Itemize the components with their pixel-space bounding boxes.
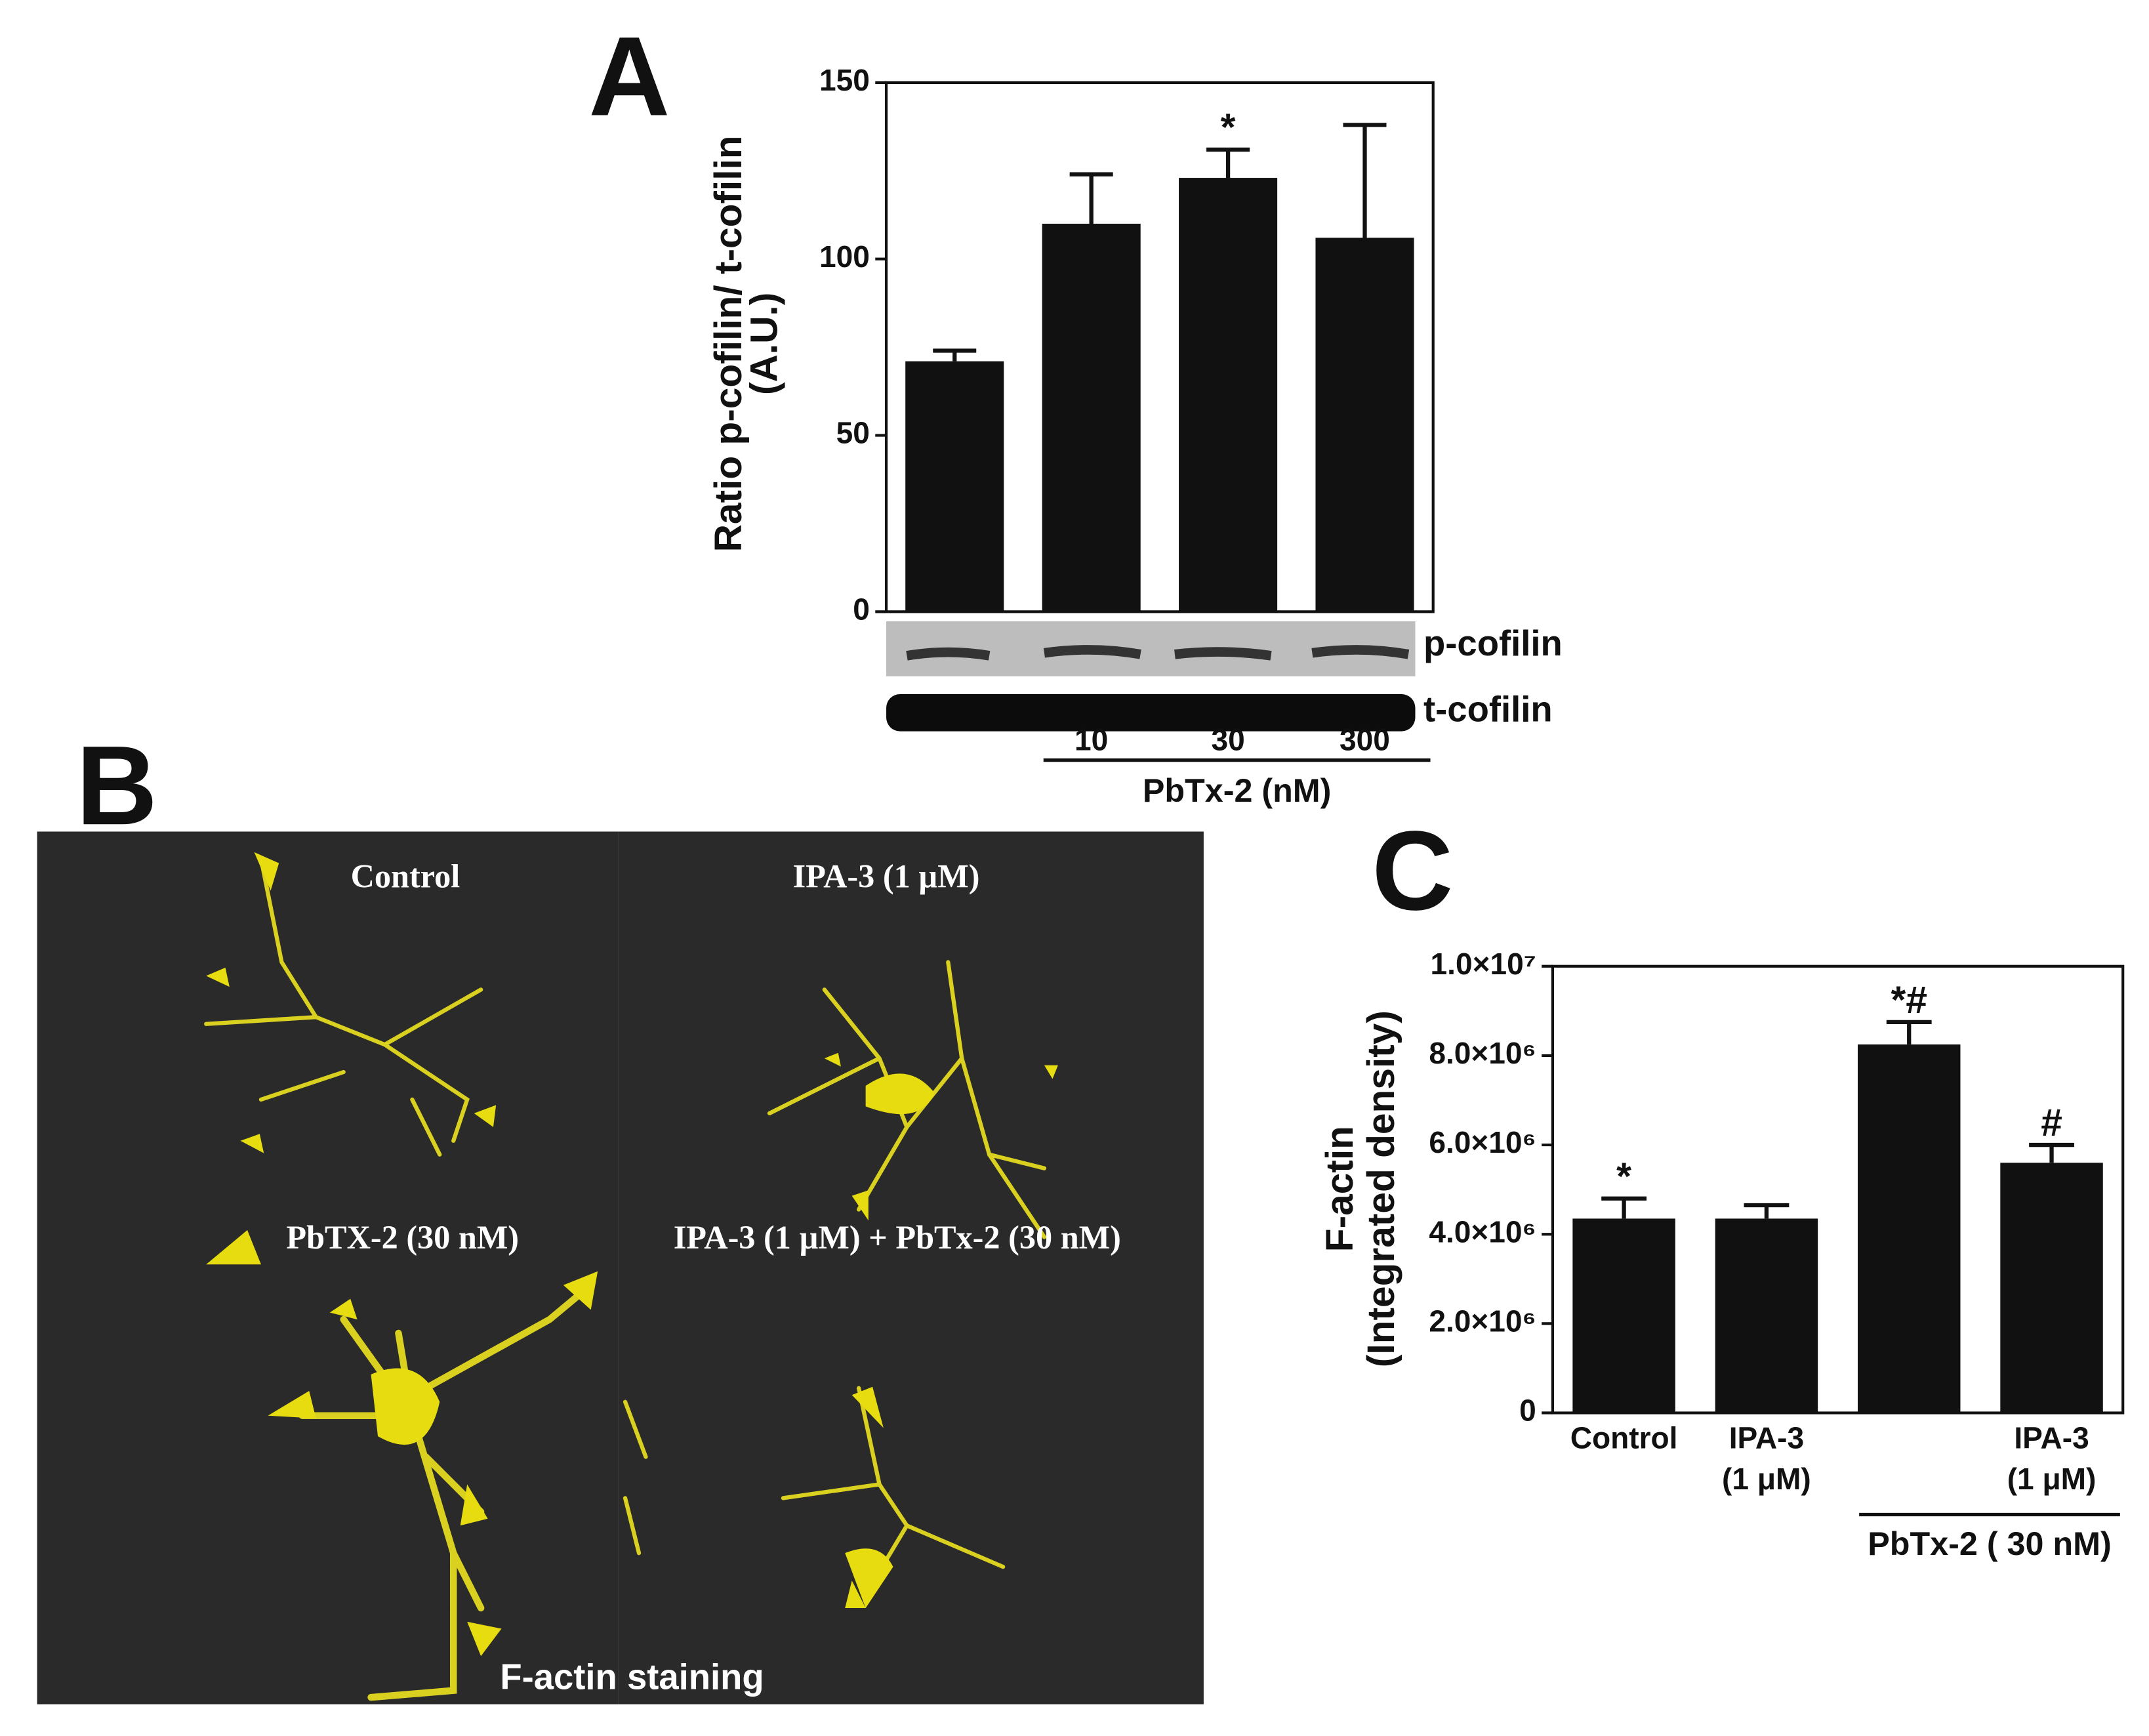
x-tick-label: Control — [1570, 1421, 1678, 1455]
image-ipa3-pbtx — [618, 1267, 1204, 1705]
error-bar — [1206, 147, 1250, 178]
bar — [905, 361, 1004, 612]
y-tick-label: 1.0×10⁷ — [1431, 947, 1536, 981]
error-bar — [1069, 172, 1113, 224]
blot-label: p-cofilin — [1423, 623, 1563, 663]
image-label: Control — [351, 858, 460, 894]
error-bar — [2029, 1142, 2074, 1163]
y-tick-label: 0 — [1519, 1394, 1536, 1428]
plot-frame — [884, 81, 1435, 613]
image-control — [37, 831, 619, 1268]
blot-label: t-cofilin — [1423, 690, 1553, 730]
panel-label: A — [588, 14, 670, 139]
group-label: PbTx-2 (nM) — [1143, 772, 1332, 809]
bar — [1572, 1218, 1675, 1413]
annotation: * — [1616, 1155, 1631, 1198]
micrographs: Control IPA-3 (1 µM) PbTX-2 (30 nM) IPA-… — [37, 831, 1204, 1705]
y-axis-label: F-actin — [1319, 1126, 1361, 1252]
blot-t-cofilin — [886, 694, 1416, 732]
image-label: PbTX-2 (30 nM) — [286, 1219, 519, 1256]
image-label: IPA-3 (1 µM) — [793, 858, 980, 894]
x-tick-label: 30 — [1211, 723, 1244, 757]
y-tick-label: 6.0×10⁶ — [1429, 1125, 1536, 1159]
y-tick-label: 0 — [853, 592, 870, 627]
y-axis-label: (Integrated density) — [1360, 1010, 1402, 1367]
y-tick-label: 2.0×10⁶ — [1429, 1304, 1536, 1338]
y-tick-label: 8.0×10⁶ — [1429, 1036, 1536, 1070]
x-tick-label: 10 — [1074, 723, 1108, 757]
error-bar — [1886, 1020, 1932, 1044]
bar — [1315, 238, 1414, 612]
group-label: PbTx-2 ( 30 nM) — [1868, 1525, 2111, 1562]
y-axis-label: Ratio p-cofilin/ t-cofilin — [707, 135, 750, 552]
x-tick-label: IPA-3 (1 μM) — [2007, 1421, 2097, 1497]
annotation: * — [1221, 106, 1236, 149]
error-bar — [1343, 123, 1387, 238]
bar — [2000, 1163, 2103, 1413]
panel-label: C — [1372, 808, 1453, 934]
y-tick-label: 4.0×10⁶ — [1429, 1214, 1536, 1249]
image-ipa3 — [618, 831, 1204, 1268]
error-bar — [1744, 1203, 1790, 1219]
image-pbtx — [37, 1267, 619, 1705]
x-tick-label: IPA-3 (1 μM) — [1722, 1421, 1811, 1497]
annotation: *# — [1891, 979, 1927, 1022]
panel-label: B — [76, 723, 157, 848]
bar — [1179, 178, 1278, 612]
y-tick-label: 150 — [819, 63, 870, 97]
y-axis-label: (A.U.) — [743, 293, 785, 395]
blot-band — [906, 645, 1410, 661]
image-caption: F-actin staining — [500, 1657, 764, 1697]
y-tick-label: 100 — [819, 239, 870, 274]
error-bar — [933, 348, 977, 362]
bar — [1715, 1218, 1818, 1413]
x-tick-label: 300 — [1340, 723, 1390, 757]
y-tick-label: 50 — [836, 416, 870, 450]
plot-frame — [1551, 964, 2125, 1415]
annotation: # — [2041, 1102, 2062, 1144]
bar — [1857, 1044, 1961, 1413]
image-label: IPA-3 (1 µM) + PbTx-2 (30 nM) — [674, 1219, 1121, 1256]
error-bar — [1601, 1196, 1647, 1219]
bar — [1042, 223, 1141, 612]
